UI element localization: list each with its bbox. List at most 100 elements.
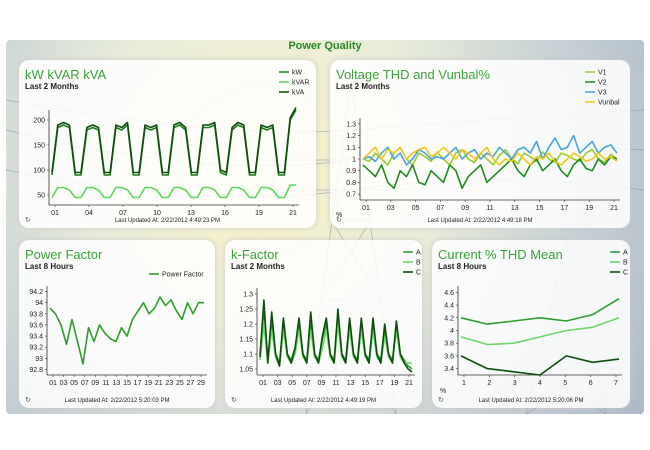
x-tick-label: 29 <box>197 380 205 387</box>
voltage-thd-chart: 0.7 0.8 0.9 1 1.1 1.2 1.3 01 03 05 07 09 11 13 15 17 19 2… <box>346 70 620 212</box>
panel-title: Power Factor <box>25 247 103 262</box>
last-updated-text: Last Updated At: 2/22/2012 4:49:23 PM <box>114 218 221 224</box>
x-tick-label: 17 <box>376 380 384 387</box>
y-tick-label: 1.1 <box>243 352 253 359</box>
x-tick-label: 16 <box>221 210 229 217</box>
x-tick-label: 10 <box>153 210 161 217</box>
legend-label: V2 <box>598 80 607 87</box>
series-line-power-factor <box>49 296 204 365</box>
x-tick-label: 21 <box>610 205 618 212</box>
series-line-vunbal <box>362 146 618 166</box>
x-tick-label: 03 <box>274 380 282 387</box>
legend-label: B <box>623 260 628 267</box>
y-tick-label: 1 <box>352 157 356 164</box>
x-tick-label: 01 <box>51 210 59 217</box>
kw-kvar-kva-chart: 50 100 150 200 01 04 07 10 13 16 19 21 kW kVAR kVA <box>33 70 309 218</box>
y-tick-label: 3.6 <box>444 353 454 360</box>
x-tick-label: 1 <box>462 380 466 387</box>
x-tick-label: 03 <box>387 205 395 212</box>
x-tick-label: 05 <box>70 380 78 387</box>
panel-kw-kvar-kva: kW kVAR kVA Last 2 Months 50 100 150 200 01 0… <box>19 60 316 228</box>
x-tick-label: 13 <box>511 205 519 212</box>
k-factor-chart: 1.05 1.1 1.15 1.2 1.25 1.3 01 03 05 07 09 11 13 15 17 1… <box>239 250 421 388</box>
panel-power-factor: Power Factor Last 8 Hours 92.8 93 93.2 93.4… <box>19 240 215 408</box>
panel-subtitle: Last 8 Hours <box>438 262 487 271</box>
x-tick-label: 11 <box>486 205 493 212</box>
y-tick-label: 3.4 <box>444 366 454 373</box>
x-tick-label: 2 <box>487 380 491 387</box>
y-tick-label: 0.9 <box>346 168 356 175</box>
x-tick-label: 09 <box>461 205 469 212</box>
x-tick-label: 07 <box>119 210 127 217</box>
current-thd-chart: 3.4 3.6 3.8 4 4.2 4.4 4.6 1 2 3 4 5 6 7 ABC <box>444 250 628 388</box>
x-tick-label: 27 <box>187 380 195 387</box>
panel-title: kW kVAR kVA <box>25 67 107 82</box>
unit-label: % <box>336 212 343 219</box>
x-tick-label: 13 <box>347 380 355 387</box>
last-updated-text: Last Updated At: 2/22/2012 4:49:19 PM <box>270 398 377 404</box>
refresh-icon[interactable]: ↻ <box>438 397 444 404</box>
x-tick-label: 21 <box>155 380 163 387</box>
last-updated-text: Last Updated At: 2/22/2012 5:20:03 PM <box>64 398 170 404</box>
refresh-icon[interactable]: ↻ <box>25 397 31 404</box>
y-tick-label: 94 <box>35 300 43 307</box>
series-line-v3 <box>362 134 618 166</box>
x-tick-label: 3 <box>513 380 517 387</box>
x-tick-label: 17 <box>561 205 569 212</box>
y-tick-label: 3.8 <box>444 341 454 348</box>
x-tick-label: 13 <box>113 380 121 387</box>
y-tick-label: 0.7 <box>346 192 356 199</box>
x-tick-label: 07 <box>81 380 89 387</box>
panel-title: Voltage THD and Vunbal% <box>336 67 490 82</box>
refresh-icon[interactable]: ↻ <box>231 397 237 404</box>
x-tick-label: 11 <box>332 380 339 387</box>
panel-subtitle: Last 8 Hours <box>25 262 74 271</box>
x-tick-label: 19 <box>391 380 399 387</box>
panel-k-factor: k-Factor Last 2 Months 1.05 1.1 1.15 1.2 1.2… <box>225 240 422 408</box>
y-tick-label: 93.6 <box>29 322 43 329</box>
series-line-c <box>460 355 620 376</box>
x-tick-label: 15 <box>361 380 369 387</box>
x-tick-label: 15 <box>123 380 131 387</box>
x-tick-label: 05 <box>288 380 296 387</box>
y-tick-label: 50 <box>37 193 45 200</box>
x-tick-label: 09 <box>91 380 99 387</box>
y-tick-label: 1.3 <box>243 292 253 299</box>
y-tick-label: 1.25 <box>239 307 253 314</box>
x-tick-label: 25 <box>176 380 184 387</box>
panel-title: k-Factor <box>231 247 279 262</box>
legend-label: Vunbal <box>598 100 620 107</box>
legend-label: V3 <box>598 90 607 97</box>
legend-label: Power Factor <box>162 272 204 279</box>
y-tick-label: 93.4 <box>29 334 43 341</box>
y-tick-label: 93.8 <box>29 311 43 318</box>
y-tick-label: 1.05 <box>239 367 253 374</box>
x-tick-label: 19 <box>255 210 263 217</box>
panel-subtitle: Last 2 Months <box>231 262 285 271</box>
x-tick-label: 5 <box>563 380 567 387</box>
last-updated-text: Last Updated At: 2/22/2012 4:49:18 PM <box>427 218 533 224</box>
y-tick-label: 1.1 <box>346 145 356 152</box>
y-tick-label: 100 <box>33 168 45 175</box>
y-tick-label: 4.2 <box>444 315 454 322</box>
series-line-c <box>259 299 413 373</box>
y-tick-label: 93 <box>35 356 43 363</box>
x-tick-label: 4 <box>538 380 542 387</box>
x-tick-label: 05 <box>412 205 420 212</box>
power-factor-chart: 92.8 93 93.2 93.4 93.6 93.8 94 94.2 01 03 05 07 09 11… <box>29 272 207 387</box>
series-line-b <box>460 317 620 346</box>
y-tick-label: 4.4 <box>444 303 454 310</box>
refresh-icon[interactable]: ↻ <box>336 217 342 224</box>
x-tick-label: 23 <box>165 380 173 387</box>
x-tick-label: 19 <box>144 380 152 387</box>
y-tick-label: 93.2 <box>29 345 43 352</box>
dashboard-title: Power Quality <box>288 40 362 52</box>
x-tick-label: 09 <box>318 380 326 387</box>
refresh-icon[interactable]: ↻ <box>25 217 31 224</box>
y-tick-label: 4.6 <box>444 290 454 297</box>
y-tick-label: 1.2 <box>243 322 253 329</box>
legend-label: kVA <box>292 90 305 97</box>
y-tick-label: 1.3 <box>346 121 356 128</box>
last-updated-text: Last Updated At: 2/22/2012 5:20:06 PM <box>478 398 584 404</box>
x-tick-label: 11 <box>102 380 109 387</box>
